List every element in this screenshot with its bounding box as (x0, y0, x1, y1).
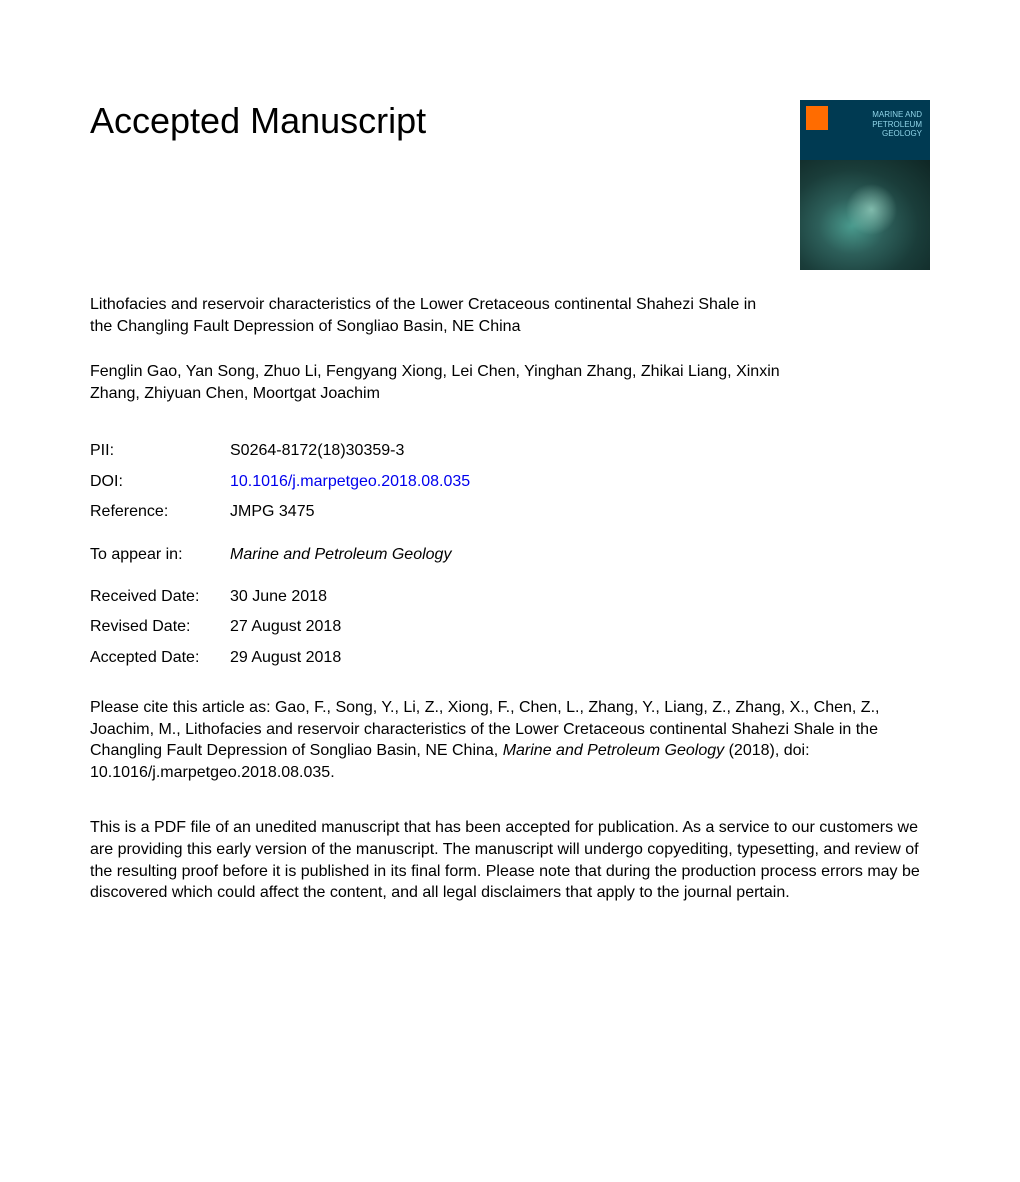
metadata-table: PII: S0264-8172(18)30359-3 DOI: 10.1016/… (90, 436, 930, 673)
cover-title-line3: GEOLOGY (882, 129, 922, 138)
reference-label: Reference: (90, 497, 230, 527)
revised-label: Revised Date: (90, 612, 230, 642)
accepted-label: Accepted Date: (90, 643, 230, 673)
accepted-manuscript-heading: Accepted Manuscript (90, 100, 426, 142)
citation-journal: Marine and Petroleum Geology (503, 742, 724, 759)
doi-row: DOI: 10.1016/j.marpetgeo.2018.08.035 (90, 467, 930, 497)
cover-title-line2: PETROLEUM (872, 120, 922, 129)
pii-label: PII: (90, 436, 230, 466)
accepted-value: 29 August 2018 (230, 643, 930, 673)
cover-title-line1: MARINE AND (872, 110, 922, 119)
article-title: Lithofacies and reservoir characteristic… (90, 294, 770, 337)
citation-block: Please cite this article as: Gao, F., So… (90, 697, 930, 783)
pii-row: PII: S0264-8172(18)30359-3 (90, 436, 930, 466)
header-row: Accepted Manuscript MARINE AND PETROLEUM… (90, 100, 930, 270)
to-appear-value: Marine and Petroleum Geology (230, 540, 930, 570)
received-label: Received Date: (90, 582, 230, 612)
authors-list: Fenglin Gao, Yan Song, Zhuo Li, Fengyang… (90, 361, 790, 404)
received-value: 30 June 2018 (230, 582, 930, 612)
disclaimer-text: This is a PDF file of an unedited manusc… (90, 817, 930, 903)
reference-value: JMPG 3475 (230, 497, 930, 527)
journal-cover-thumbnail: MARINE AND PETROLEUM GEOLOGY (800, 100, 930, 270)
to-appear-label: To appear in: (90, 540, 230, 570)
doi-label: DOI: (90, 467, 230, 497)
elsevier-logo-icon (806, 106, 828, 130)
pii-value: S0264-8172(18)30359-3 (230, 436, 930, 466)
reference-row: Reference: JMPG 3475 (90, 497, 930, 527)
received-row: Received Date: 30 June 2018 (90, 582, 930, 612)
revised-row: Revised Date: 27 August 2018 (90, 612, 930, 642)
to-appear-row: To appear in: Marine and Petroleum Geolo… (90, 540, 930, 570)
cover-artwork (800, 160, 930, 270)
doi-link[interactable]: 10.1016/j.marpetgeo.2018.08.035 (230, 467, 930, 497)
journal-cover-title: MARINE AND PETROLEUM GEOLOGY (872, 110, 922, 139)
revised-value: 27 August 2018 (230, 612, 930, 642)
accepted-row: Accepted Date: 29 August 2018 (90, 643, 930, 673)
